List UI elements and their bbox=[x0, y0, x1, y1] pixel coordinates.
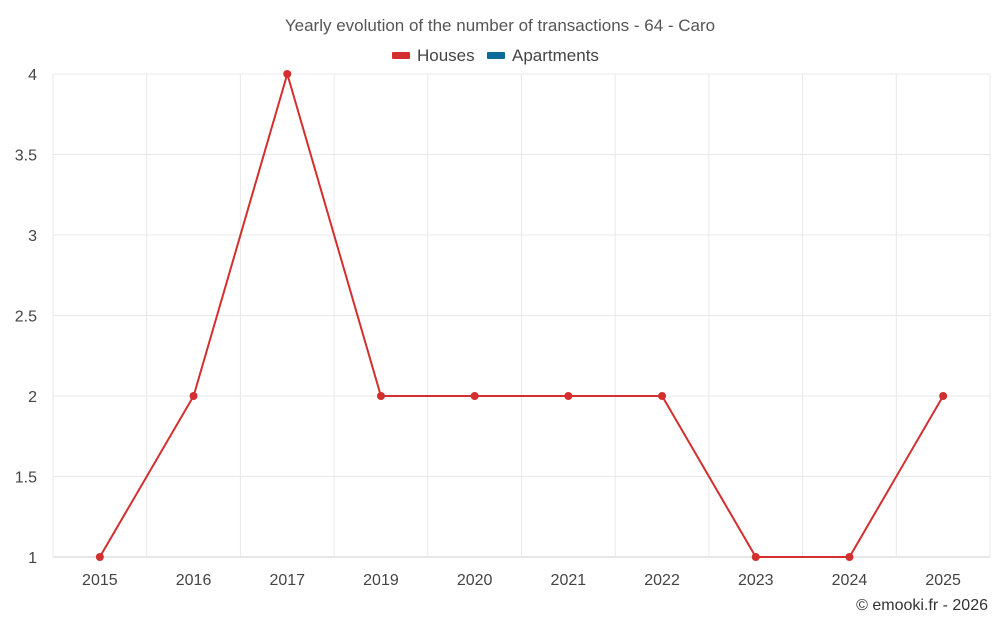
legend-label-houses: Houses bbox=[417, 46, 475, 65]
data-point-houses-2016[interactable] bbox=[189, 392, 198, 400]
x-tick-label-2021: 2021 bbox=[551, 572, 587, 589]
credit-text: © emooki.fr - 2026 bbox=[856, 597, 988, 614]
legend-item-apartments[interactable]: Apartments bbox=[487, 46, 599, 65]
data-point-houses-2015[interactable] bbox=[95, 553, 104, 561]
legend-swatch-apartments bbox=[487, 52, 505, 59]
series-layer bbox=[95, 70, 948, 561]
y-tick-label: 2.5 bbox=[15, 309, 37, 326]
legend-label-apartments: Apartments bbox=[512, 46, 599, 65]
data-point-houses-2021[interactable] bbox=[564, 392, 573, 400]
y-tick-label: 4 bbox=[28, 67, 37, 84]
x-tick-label-2023: 2023 bbox=[738, 572, 774, 589]
legend: Houses Apartments bbox=[392, 46, 599, 65]
data-point-houses-2017[interactable] bbox=[283, 70, 292, 78]
chart-title: Yearly evolution of the number of transa… bbox=[285, 16, 715, 35]
y-tick-label: 1 bbox=[28, 550, 37, 567]
data-point-houses-2025[interactable] bbox=[939, 392, 948, 400]
x-tick-label-2025: 2025 bbox=[925, 572, 961, 589]
legend-swatch-houses bbox=[392, 52, 410, 59]
y-axis: 1 1.5 2 2.5 3 3.5 4 bbox=[15, 67, 37, 567]
x-tick-label-2022: 2022 bbox=[644, 572, 680, 589]
legend-item-houses[interactable]: Houses bbox=[392, 46, 475, 65]
y-tick-label: 3.5 bbox=[15, 148, 37, 165]
data-point-houses-2023[interactable] bbox=[751, 553, 760, 561]
x-tick-label-2015: 2015 bbox=[82, 572, 118, 589]
data-point-houses-2022[interactable] bbox=[658, 392, 667, 400]
data-point-houses-2019[interactable] bbox=[376, 392, 385, 400]
x-tick-label-2020: 2020 bbox=[457, 572, 493, 589]
series-line-houses bbox=[98, 73, 944, 558]
data-point-houses-2020[interactable] bbox=[470, 392, 479, 400]
x-tick-label-2017: 2017 bbox=[269, 572, 305, 589]
x-axis: 2015 2016 2017 2019 2020 2021 2022 2023 2024 2025 bbox=[82, 572, 961, 589]
x-tick-label-2019: 2019 bbox=[363, 572, 399, 589]
data-point-houses-2024[interactable] bbox=[845, 553, 854, 561]
x-tick-label-2024: 2024 bbox=[832, 572, 868, 589]
y-tick-label: 3 bbox=[28, 228, 37, 245]
y-tick-label: 2 bbox=[28, 389, 37, 406]
gridlines bbox=[52, 73, 991, 558]
x-tick-label-2016: 2016 bbox=[176, 572, 212, 589]
y-tick-label: 1.5 bbox=[15, 470, 37, 487]
